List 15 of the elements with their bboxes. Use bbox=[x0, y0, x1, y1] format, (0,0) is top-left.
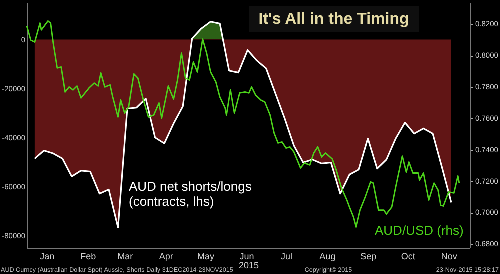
x-tick-label: May bbox=[198, 252, 216, 262]
x-tick-label: Mar bbox=[118, 252, 134, 262]
x-tick-label: Jan bbox=[40, 252, 55, 262]
x-tick-label: Sep bbox=[360, 252, 377, 262]
series-label: AUD/USD (rhs) bbox=[375, 223, 464, 238]
x-tick-label: Oct bbox=[401, 252, 416, 262]
series-label: AUD net shorts/longs (contracts, lhs) bbox=[129, 179, 252, 209]
x-tick-label: Jun bbox=[240, 252, 254, 262]
chart-title: It's All in the Timing bbox=[258, 11, 410, 28]
x-axis-title: 2015 bbox=[238, 260, 260, 270]
x-tick-label: Feb bbox=[80, 252, 96, 262]
x-tick-label: Aug bbox=[320, 252, 336, 262]
x-tick-label: Jul bbox=[280, 252, 292, 262]
x-tick-label: Apr bbox=[159, 252, 174, 262]
x-tick-label: Nov bbox=[441, 252, 458, 262]
